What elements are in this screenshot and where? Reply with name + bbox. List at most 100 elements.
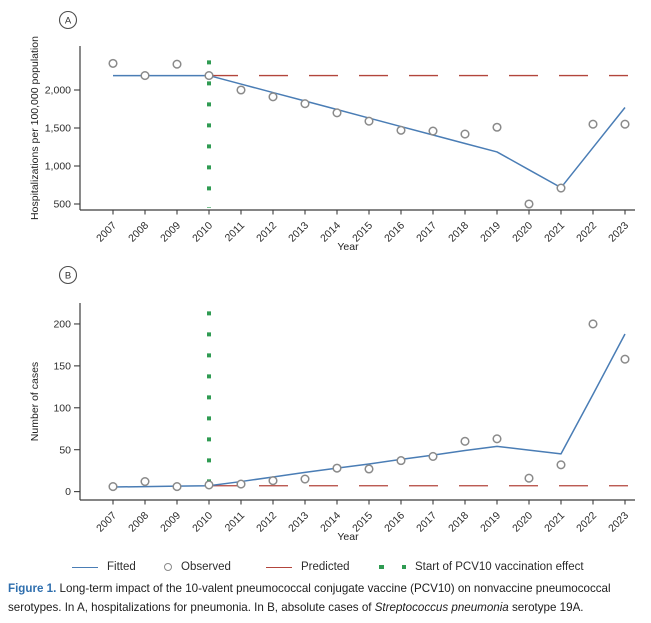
legend-item-vaccination-start: Start of PCV10 vaccination effect [379, 556, 584, 578]
observed-point [236, 85, 246, 95]
observed-point [556, 460, 566, 470]
observed-point [460, 129, 470, 139]
x-tick-label: 2010 [190, 510, 215, 535]
x-tick-label: 2007 [94, 220, 119, 245]
observed-point [140, 477, 150, 487]
observed-point [300, 99, 310, 109]
x-tick-label: 2023 [606, 220, 631, 245]
x-tick-label: 2017 [414, 510, 439, 535]
x-tick-label: 2009 [158, 220, 183, 245]
x-tick-label: 2012 [254, 220, 279, 245]
x-tick-label: 2011 [223, 220, 248, 245]
y-tick-label: 1,500 [45, 123, 71, 135]
y-axis-title: Hospitalizations per 100,000 population [29, 36, 41, 220]
y-tick-label: 100 [53, 402, 71, 414]
x-tick-label: 2021 [542, 220, 567, 245]
observed-point [108, 482, 118, 492]
observed-point [268, 476, 278, 486]
x-tick-label: 2020 [510, 220, 535, 245]
y-tick-label: 200 [53, 319, 71, 331]
observed-point [396, 125, 406, 135]
observed-point [204, 71, 214, 81]
observed-point [556, 183, 566, 193]
x-tick-label: 2018 [446, 220, 471, 245]
x-tick-label: 2022 [574, 510, 599, 535]
x-tick-label: 2016 [382, 220, 407, 245]
x-tick-label: 2023 [606, 510, 631, 535]
y-axis-title: Number of cases [29, 362, 41, 441]
x-tick-label: 2019 [478, 220, 503, 245]
x-tick-label: 2021 [542, 510, 567, 535]
fitted-line-icon [72, 566, 98, 568]
x-tick-label: 2017 [414, 220, 439, 245]
x-tick-label: 2013 [286, 510, 311, 535]
observed-point [172, 482, 182, 492]
observed-point [300, 474, 310, 484]
y-tick-label: 500 [53, 199, 71, 211]
legend-item-fitted: Fitted [72, 556, 136, 578]
panel-a-chart: A Hospitalizations per 100,000 population… [29, 10, 635, 253]
legend-label-predicted: Predicted [301, 561, 350, 573]
y-tick-label: 0 [65, 486, 71, 498]
observed-point [364, 464, 374, 474]
caption-italic-species: Streptococcus pneumonia [374, 600, 509, 614]
x-tick-label: 2013 [286, 220, 311, 245]
legend-label-fitted: Fitted [107, 561, 136, 573]
x-tick-label: 2008 [126, 510, 151, 535]
observed-point [108, 58, 118, 68]
observed-point [428, 126, 438, 136]
observed-point [492, 434, 502, 444]
y-tick-label: 150 [53, 360, 71, 372]
dotted-vline-icon [379, 564, 406, 570]
x-tick-label: 2022 [574, 220, 599, 245]
caption-text-2: serotype 19A. [508, 600, 584, 614]
panel-label: B [65, 270, 71, 281]
x-tick-label: 2019 [478, 510, 503, 535]
panel-b-chart: B Number of cases 0 50 100 150 200 2007 2008 2009… [29, 265, 635, 543]
observed-point [364, 116, 374, 126]
x-tick-label: 2010 [190, 220, 215, 245]
observed-point [332, 108, 342, 118]
y-tick-label: 2,000 [45, 85, 71, 97]
panel-label-circle [58, 265, 78, 285]
x-tick-label: 2008 [126, 220, 151, 245]
panel-label-circle [58, 10, 78, 30]
observed-point [492, 122, 502, 132]
observed-point [620, 119, 630, 129]
observed-point [332, 463, 342, 473]
observed-point [236, 479, 246, 489]
chart-legend: Fitted Observed Predicted Start of PCV10… [0, 556, 651, 578]
y-tick-label: 50 [59, 444, 71, 456]
legend-item-observed: Observed [164, 556, 231, 578]
panel-label: A [65, 15, 72, 26]
fitted-line [112, 333, 626, 488]
predicted-line-icon [266, 566, 292, 568]
x-tick-label: 2018 [446, 510, 471, 535]
x-tick-label: 2012 [254, 510, 279, 535]
observed-point [204, 480, 214, 490]
observed-point [620, 354, 630, 364]
observed-point [268, 92, 278, 102]
legend-label-observed: Observed [181, 561, 231, 573]
fitted-line [113, 74, 626, 189]
x-tick-label: 2020 [510, 510, 535, 535]
x-tick-label: 2011 [223, 510, 248, 535]
x-tick-label: 2016 [382, 510, 407, 535]
figure-caption: Figure 1. Long-term impact of the 10-val… [8, 580, 647, 618]
observed-circle-icon [164, 563, 172, 571]
observed-point [428, 451, 438, 461]
caption-text-1: Long-term impact of the 10-valent pneumo… [8, 582, 611, 614]
observed-point [396, 456, 406, 466]
x-tick-label: 2009 [158, 510, 183, 535]
observed-point [140, 71, 150, 81]
y-tick-label: 1,000 [45, 161, 71, 173]
observed-point [524, 199, 534, 209]
observed-point [588, 319, 598, 329]
legend-item-predicted: Predicted [266, 556, 350, 578]
x-axis-title: Year [337, 531, 359, 543]
legend-label-vaccination-start: Start of PCV10 vaccination effect [415, 561, 584, 573]
figure-number: Figure 1. [8, 582, 57, 595]
observed-point [460, 436, 470, 446]
x-axis-title: Year [337, 241, 359, 253]
